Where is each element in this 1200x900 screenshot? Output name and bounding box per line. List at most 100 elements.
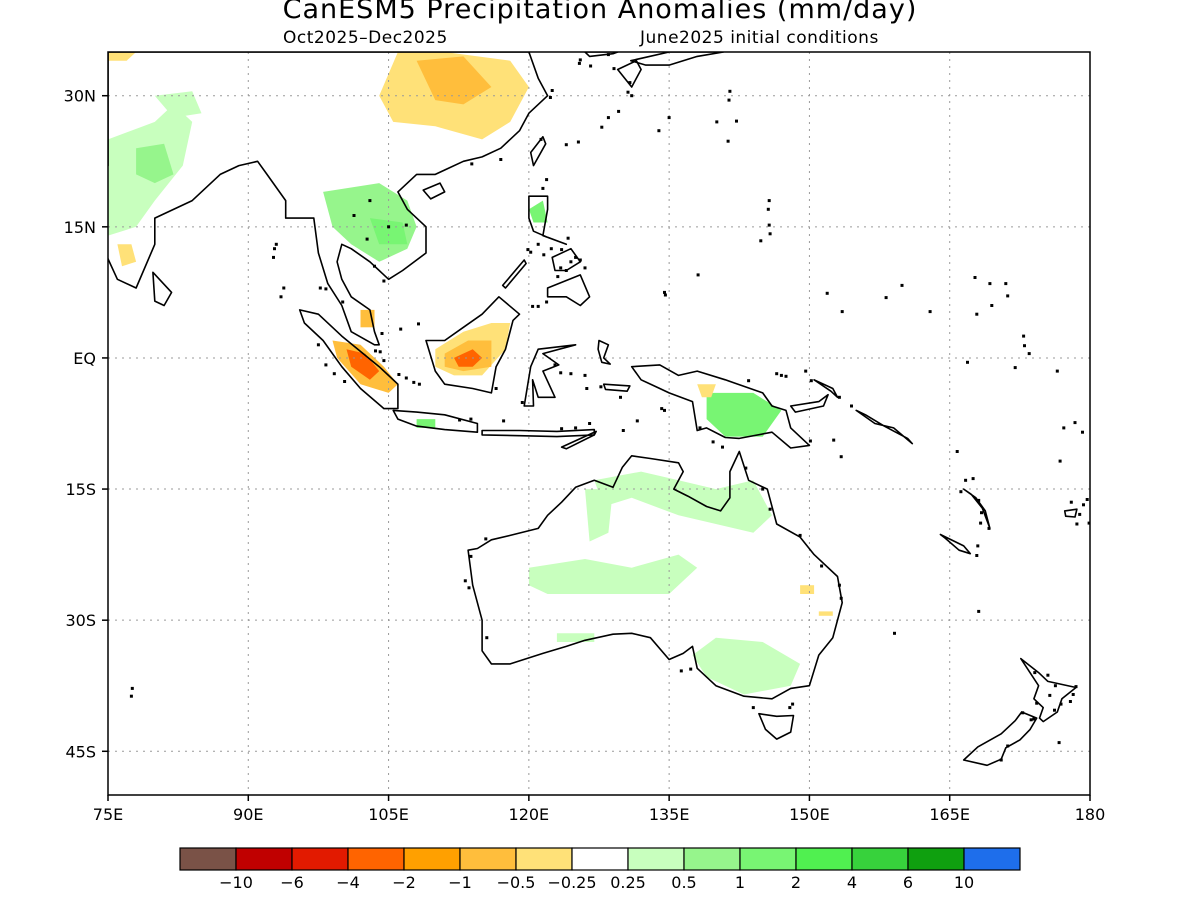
- island-mark: [663, 293, 667, 297]
- island-mark: [975, 554, 979, 557]
- island-mark: [980, 511, 983, 515]
- colorbar-swatch: [739, 847, 797, 871]
- colorbar-label: 2: [791, 873, 801, 892]
- island-mark: [279, 295, 283, 299]
- island-mark: [820, 564, 824, 568]
- coastline-vanuatu: [962, 488, 991, 530]
- island-mark: [332, 372, 336, 376]
- island-mark: [751, 706, 755, 710]
- island-mark: [536, 304, 540, 308]
- island-mark: [1027, 352, 1031, 356]
- island-mark: [791, 702, 795, 706]
- island-mark: [612, 67, 616, 71]
- island-mark: [619, 395, 622, 399]
- island-mark: [726, 139, 730, 143]
- island-mark: [484, 537, 488, 541]
- island-mark: [735, 119, 738, 123]
- island-mark: [556, 275, 560, 279]
- coastline-layer: [108, 52, 1090, 767]
- island-mark: [606, 53, 610, 57]
- coastline-korea: [584, 52, 619, 58]
- island-mark: [667, 116, 671, 120]
- coastline-sumatra: [298, 309, 399, 410]
- island-mark: [775, 372, 779, 376]
- anomaly-indochina-wet-inner: [369, 218, 408, 245]
- island-mark: [520, 401, 524, 404]
- coastline-java: [392, 409, 479, 434]
- island-mark: [663, 408, 666, 412]
- colorbar-swatch: [571, 847, 629, 871]
- anomaly-central-australia-wet: [528, 554, 698, 594]
- lat-tick-label: 15N: [64, 218, 96, 237]
- island-mark: [576, 140, 580, 144]
- island-mark: [564, 269, 568, 272]
- anomaly-layer: [108, 52, 833, 695]
- island-mark: [282, 286, 286, 290]
- island-mark: [599, 385, 603, 389]
- coastline-new-guinea: [630, 364, 811, 449]
- island-mark: [404, 223, 408, 227]
- island-mark: [560, 427, 564, 431]
- colorbar-label: −0.5: [497, 873, 536, 892]
- island-mark: [767, 199, 771, 203]
- coastline-luzon: [528, 195, 568, 246]
- island-mark: [130, 686, 134, 690]
- island-mark: [715, 120, 719, 124]
- island-mark: [574, 255, 578, 259]
- island-mark: [502, 419, 506, 423]
- coastline-sri-lanka: [152, 271, 173, 307]
- colorbar-label: 1: [735, 873, 745, 892]
- coastline-nz-south: [962, 711, 1038, 767]
- island-mark: [660, 407, 664, 411]
- island-mark: [837, 583, 841, 587]
- island-mark: [839, 455, 843, 459]
- island-mark: [566, 236, 570, 240]
- island-mark: [979, 521, 983, 525]
- island-mark: [1053, 708, 1056, 712]
- island-mark: [1006, 294, 1010, 298]
- island-mark: [626, 90, 630, 94]
- lat-tick-label: EQ: [73, 349, 96, 368]
- coastline-japan-honshu: [629, 52, 725, 66]
- colorbar-label: 4: [847, 873, 857, 892]
- island-mark: [545, 300, 549, 304]
- island-mark: [1023, 344, 1026, 348]
- lon-tick-label: 165E: [929, 805, 970, 824]
- coastline-halmahera: [597, 339, 612, 365]
- lon-tick-label: 150E: [789, 805, 830, 824]
- island-mark: [526, 248, 530, 252]
- island-mark: [966, 360, 969, 364]
- axis-labels: 30N 15N EQ 15S 30S 45S 75E 90E 105E 120E 135E 150E 1…: [64, 87, 1106, 824]
- island-mark: [621, 429, 625, 432]
- island-mark: [1029, 718, 1033, 722]
- island-mark: [382, 279, 386, 283]
- island-mark: [365, 237, 369, 241]
- colorbar-label: 6: [903, 873, 913, 892]
- island-mark: [1087, 521, 1090, 525]
- island-mark: [542, 253, 546, 257]
- coastline-borneo: [425, 295, 521, 394]
- colorbar-swatch: [347, 847, 405, 871]
- island-mark: [550, 89, 554, 92]
- colorbar-swatch: [963, 847, 1021, 871]
- island-mark: [768, 507, 772, 511]
- island-mark: [1006, 744, 1010, 748]
- coastline-taiwan: [529, 136, 547, 167]
- anomaly-new-guinea-dry: [697, 384, 716, 398]
- island-mark: [374, 349, 377, 353]
- island-mark: [721, 445, 724, 449]
- colorbar-swatch: [627, 847, 685, 871]
- island-mark: [1057, 741, 1061, 745]
- colorbar-label: 0.25: [610, 873, 646, 892]
- island-mark: [630, 94, 634, 98]
- island-mark: [1071, 693, 1075, 696]
- island-mark: [341, 300, 345, 304]
- anomaly-sumatra-dry-inner: [346, 349, 380, 380]
- island-mark: [352, 214, 356, 217]
- island-mark: [839, 596, 843, 600]
- island-mark: [1032, 717, 1036, 721]
- island-mark: [549, 247, 553, 251]
- colorbar-label: 10: [954, 873, 974, 892]
- island-mark: [494, 387, 498, 390]
- island-mark: [382, 359, 386, 363]
